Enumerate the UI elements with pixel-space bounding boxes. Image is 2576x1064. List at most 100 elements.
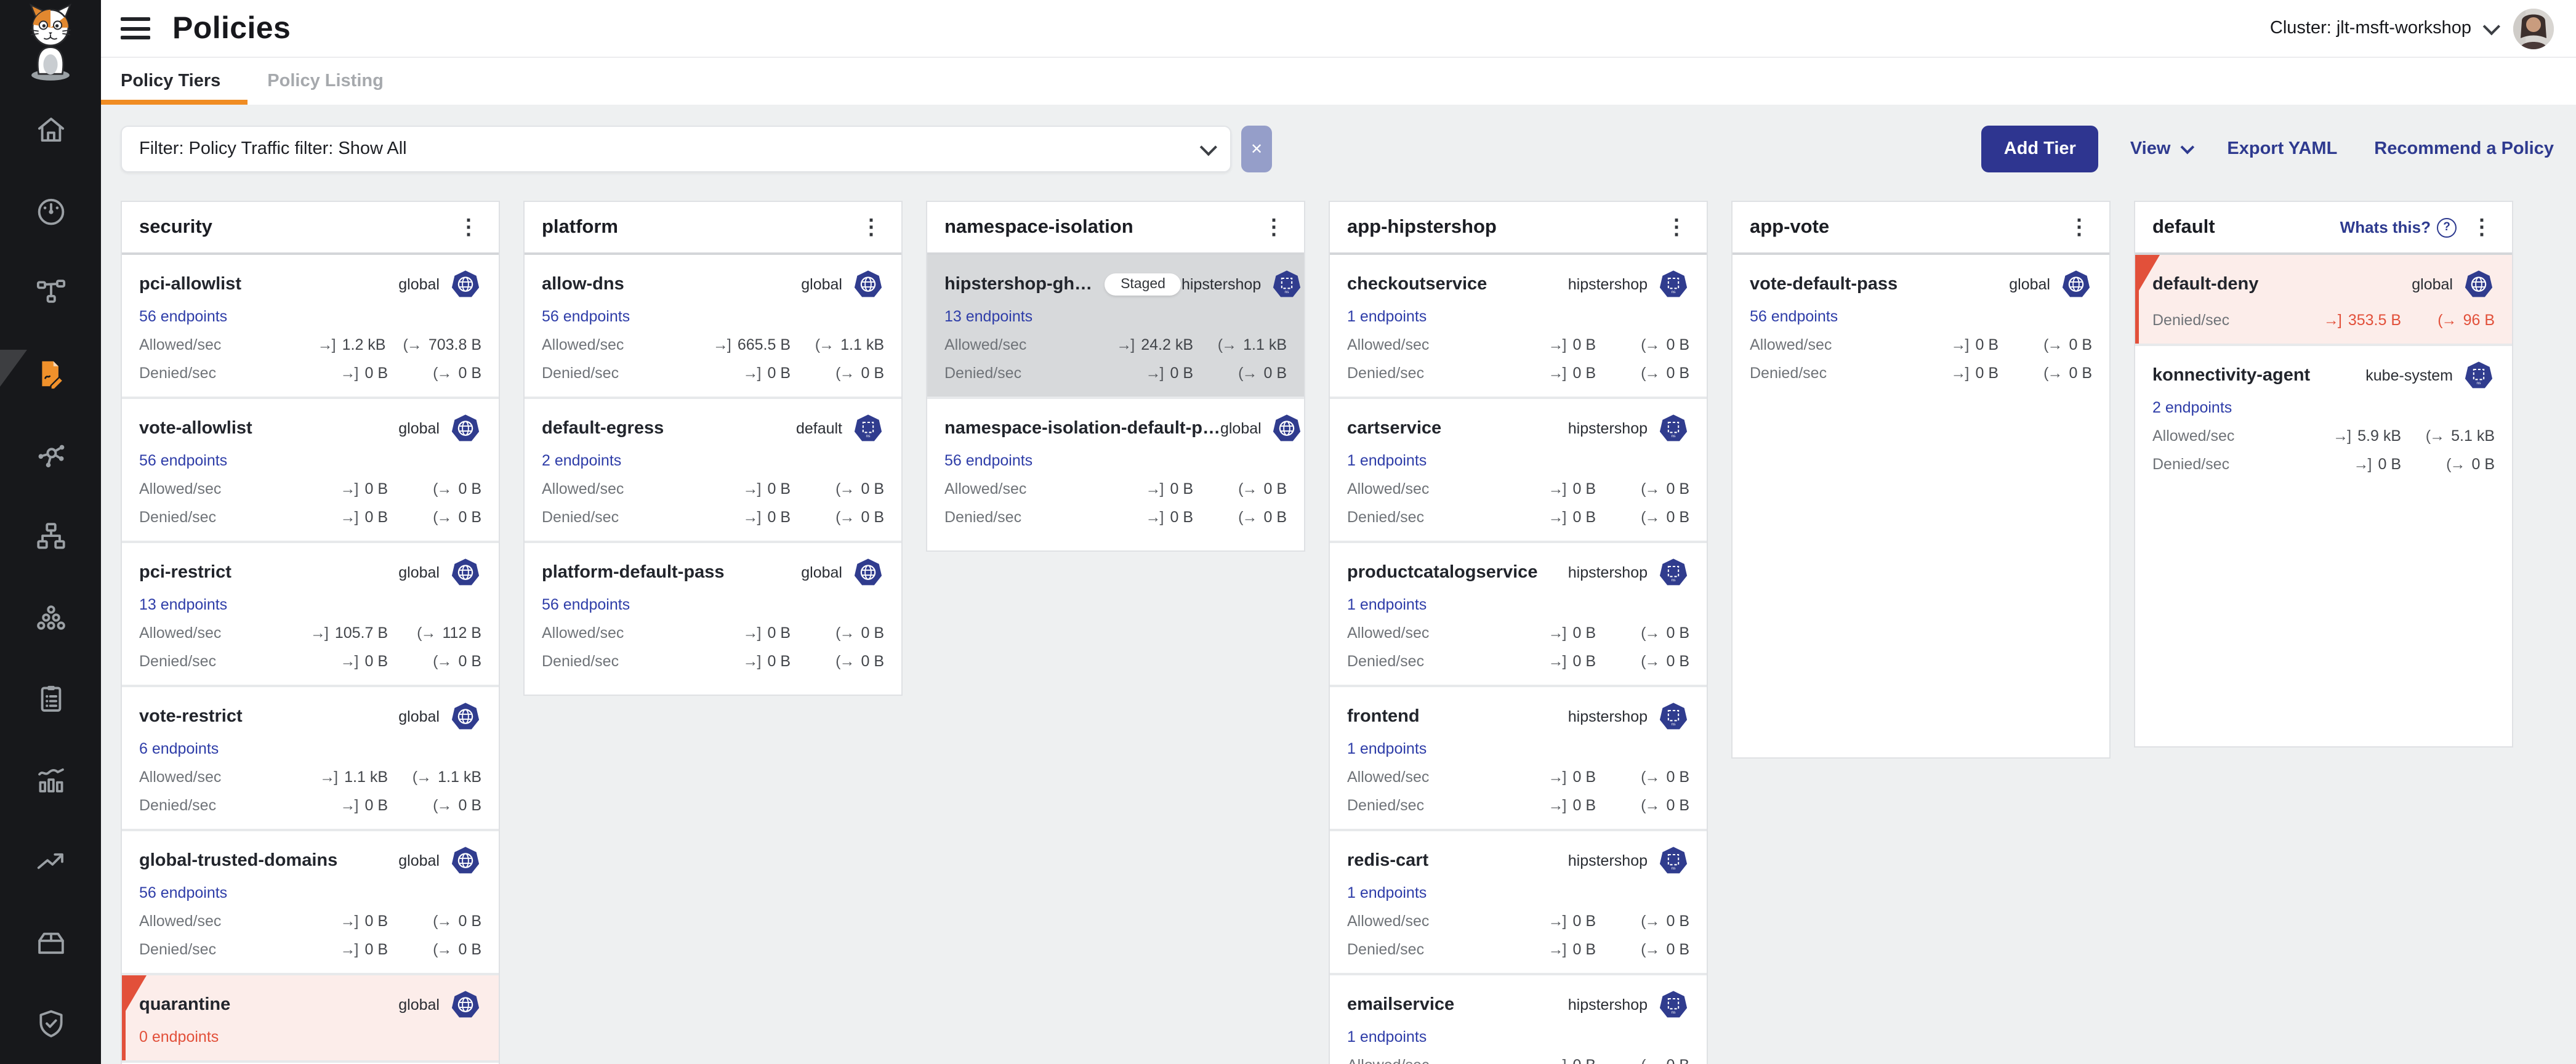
avatar[interactable] [2513,8,2554,49]
kebab-menu-icon[interactable]: ⋮ [858,214,884,240]
policy-card-namespace-isolation-default-p[interactable]: namespace-isolation-default-p…global56 e… [927,397,1304,541]
sidebar-item-service-graph[interactable] [0,251,101,332]
policy-card-vote-allowlist[interactable]: vote-allowlistglobal56 endpointsAllowed/… [122,397,499,541]
endpoints-link[interactable]: 56 endpoints [542,596,630,613]
calico-cat-logo[interactable] [0,0,101,84]
policy-name: vote-restrict [139,707,243,727]
endpoints-link[interactable]: 56 endpoints [139,308,227,325]
endpoints-link[interactable]: 56 endpoints [1750,308,1838,325]
outbound-icon: (→ [2043,336,2061,353]
outbound-value: 0 B [458,797,481,814]
hamburger-menu-icon[interactable] [121,17,150,39]
recommend-policy-button[interactable]: Recommend a Policy [2374,139,2554,159]
stat-label: Denied/sec [139,653,216,670]
tab-policy-listing[interactable]: Policy Listing [248,58,411,105]
sidebar-item-activity-stats[interactable] [0,739,101,820]
endpoints-link[interactable]: 13 endpoints [139,596,227,613]
endpoints-link[interactable]: 6 endpoints [139,740,219,757]
policy-card-vote-restrict[interactable]: vote-restrictglobal6 endpointsAllowed/se… [122,685,499,829]
endpoints-link[interactable]: 1 endpoints [1347,596,1427,613]
sidebar-item-dashboard[interactable] [0,170,101,251]
endpoints-link[interactable]: 0 endpoints [139,1028,219,1046]
policy-card-konnectivity-agent[interactable]: konnectivity-agentkube-systemns2 endpoin… [2135,344,2512,488]
stat-label: Denied/sec [1347,797,1424,814]
policy-card-default-deny[interactable]: default-denyglobalDenied/sec→]353.5 B(→9… [2135,255,2512,344]
policy-traffic-filter-select[interactable]: Filter: Policy Traffic filter: Show All [121,126,1231,172]
kebab-menu-icon[interactable]: ⋮ [456,214,481,240]
endpoints-link[interactable]: 1 endpoints [1347,1028,1427,1046]
whats-this-link[interactable]: Whats this?? [2340,217,2457,237]
stat-label: Denied/sec [2152,312,2229,329]
stat-label: Denied/sec [1347,941,1424,958]
sidebar-item-topology[interactable] [0,495,101,576]
inbound-icon: →] [340,941,358,958]
policy-card-redis-cart[interactable]: redis-carthipstershopns1 endpointsAllowe… [1330,829,1707,973]
policy-card-frontend[interactable]: frontendhipstershopns1 endpointsAllowed/… [1330,685,1707,829]
policy-scope: global [801,268,884,300]
sidebar-item-trends[interactable] [0,820,101,901]
policy-card-global-trusted-domains[interactable]: global-trusted-domainsglobal56 endpoints… [122,829,499,973]
kebab-menu-icon[interactable]: ⋮ [2469,214,2495,240]
view-button[interactable]: View [2130,139,2191,159]
policy-name: frontend [1347,707,1420,727]
sidebar-item-policies[interactable] [0,332,101,414]
outbound-value: 0 B [1666,941,1689,958]
endpoints-link[interactable]: 2 endpoints [542,452,621,469]
policy-card-security-default-pass[interactable]: security-default-passglobal [122,1060,499,1064]
inbound-icon: →] [1116,336,1133,353]
stat-label: Allowed/sec [1347,913,1429,930]
endpoints-link[interactable]: 56 endpoints [542,308,630,325]
add-tier-button[interactable]: Add Tier [1982,126,2098,172]
cluster-selector[interactable]: Cluster: jlt-msft-workshop [2270,18,2496,38]
policy-card-emailservice[interactable]: emailservicehipstershopns1 endpointsAllo… [1330,973,1707,1064]
sidebar-item-connections[interactable] [0,414,101,495]
policy-card-allow-dns[interactable]: allow-dnsglobal56 endpointsAllowed/sec→]… [525,255,901,397]
kebab-menu-icon[interactable]: ⋮ [2066,214,2092,240]
inbound-icon: →] [1146,480,1163,498]
endpoints-link[interactable]: 56 endpoints [944,452,1032,469]
endpoints-link[interactable]: 1 endpoints [1347,452,1427,469]
stat-label: Allowed/sec [542,624,624,642]
tab-policy-tiers[interactable]: Policy Tiers [101,58,248,105]
policy-card-quarantine[interactable]: quarantineglobal0 endpoints [122,973,499,1060]
outbound-icon: (→ [1641,336,1659,353]
policy-card-vote-default-pass[interactable]: vote-default-passglobal56 endpointsAllow… [1733,255,2109,397]
endpoints-link[interactable]: 1 endpoints [1347,308,1427,325]
policy-card-pci-restrict[interactable]: pci-restrictglobal13 endpointsAllowed/se… [122,541,499,685]
endpoints-link[interactable]: 56 endpoints [139,884,227,901]
outbound-value: 0 B [1666,624,1689,642]
cluster-nodes-icon [34,600,67,634]
policy-name: global-trusted-domains [139,851,337,871]
sidebar-item-security-shield[interactable] [0,983,101,1064]
outbound-icon: (→ [1238,365,1256,382]
endpoints-link[interactable]: 2 endpoints [2152,399,2232,416]
sidebar-item-compliance-reports[interactable] [0,658,101,739]
endpoints-link[interactable]: 13 endpoints [944,308,1032,325]
policy-card-cartservice[interactable]: cartservicehipstershopns1 endpointsAllow… [1330,397,1707,541]
policy-scope: global [398,701,481,733]
policy-scope: hipstershopns [1568,557,1689,589]
inbound-icon: →] [340,509,358,526]
endpoints-link[interactable]: 1 endpoints [1347,740,1427,757]
endpoints-link[interactable]: 56 endpoints [139,452,227,469]
inbound-icon: →] [743,653,760,670]
policy-card-productcatalogservice[interactable]: productcatalogservicehipstershopns1 endp… [1330,541,1707,685]
traffic-stat-row: Allowed/sec→]105.7 B(→112 B [139,624,481,642]
endpoints-link[interactable]: 1 endpoints [1347,884,1427,901]
policy-card-checkoutservice[interactable]: checkoutservicehipstershopns1 endpointsA… [1330,255,1707,397]
policy-name: vote-allowlist [139,419,252,438]
policy-card-pci-allowlist[interactable]: pci-allowlistglobal56 endpointsAllowed/s… [122,255,499,397]
tier-header: namespace-isolation⋮ [927,202,1304,252]
sidebar-item-cluster-nodes[interactable] [0,576,101,658]
policy-card-platform-default-pass[interactable]: platform-default-passglobal56 endpointsA… [525,541,901,685]
kebab-menu-icon[interactable]: ⋮ [1261,214,1287,240]
traffic-stat-row: Denied/sec→]0 B(→0 B [139,941,481,958]
outbound-icon: (→ [835,480,853,498]
kebab-menu-icon[interactable]: ⋮ [1664,214,1689,240]
clear-filter-button[interactable]: ✕ [1241,126,1272,172]
export-yaml-button[interactable]: Export YAML [2227,139,2337,159]
policy-card-default-egress[interactable]: default-egressdefaultns2 endpointsAllowe… [525,397,901,541]
policy-card-hipstershop-gh[interactable]: hipstershop-gh…Stagedhipstershopns13 end… [927,255,1304,397]
sidebar-item-inventory[interactable] [0,901,101,983]
sidebar-item-home[interactable] [0,89,101,170]
